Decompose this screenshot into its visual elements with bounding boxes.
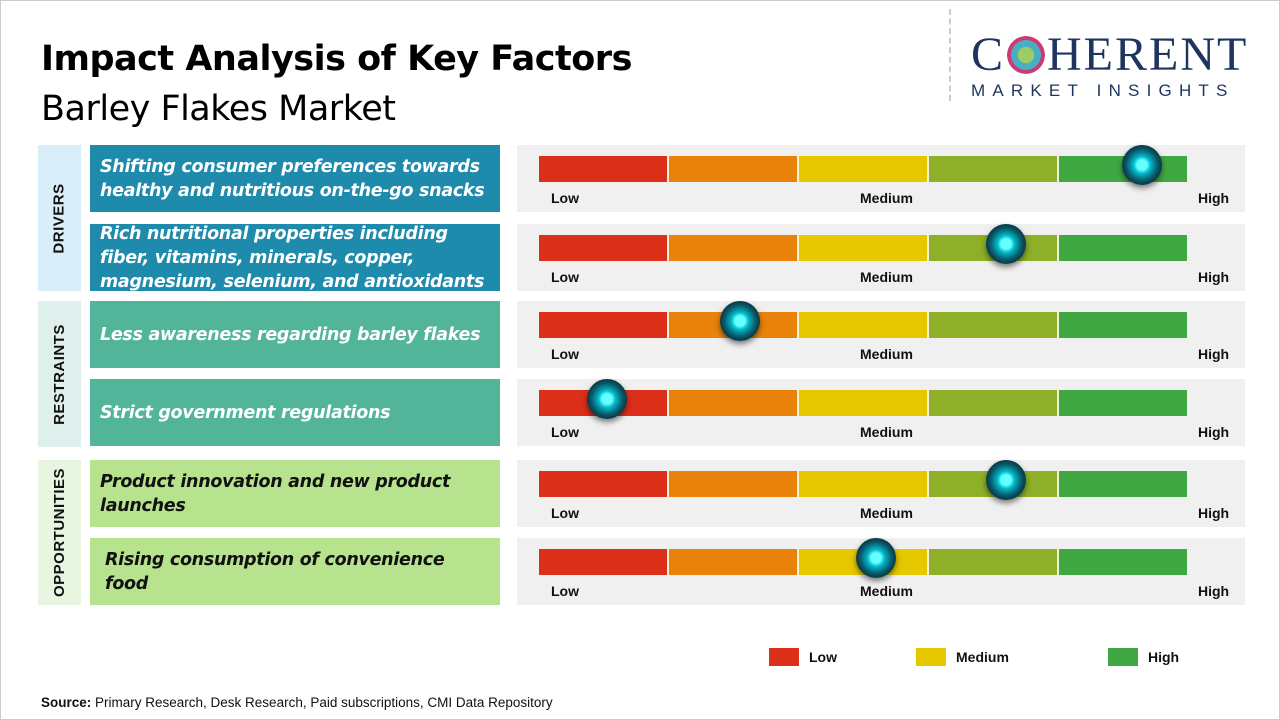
- impact-gauge: Low Medium High: [517, 301, 1245, 368]
- scale-label-high: High: [1198, 269, 1230, 285]
- impact-gauge: Low Medium High: [517, 145, 1245, 212]
- legend-high: High: [1108, 648, 1179, 666]
- category-label: DRIVERS: [51, 182, 68, 254]
- factor-text: Less awareness regarding barley flakes: [90, 301, 500, 368]
- page-title: Impact Analysis of Key Factors: [41, 39, 632, 79]
- impact-marker: [985, 224, 1026, 264]
- source-text: Primary Research, Desk Research, Paid su…: [91, 695, 553, 710]
- factor-text: Strict government regulations: [90, 379, 500, 446]
- impact-scale-bar: [539, 235, 1187, 261]
- legend-swatch-high: [1108, 648, 1138, 666]
- scale-segment: [539, 549, 669, 575]
- scale-label-medium: Medium: [860, 190, 913, 206]
- scale-segment: [669, 471, 799, 497]
- impact-marker: [985, 460, 1026, 500]
- scale-segment: [799, 156, 929, 182]
- scale-label-medium: Medium: [860, 583, 913, 599]
- scale-label-high: High: [1198, 190, 1230, 206]
- scale-label-high: High: [1198, 583, 1230, 599]
- scale-segment: [539, 235, 669, 261]
- factor-text: Shifting consumer preferences towards he…: [90, 145, 500, 212]
- impact-scale-bar: [539, 390, 1187, 416]
- scale-label-medium: Medium: [860, 346, 913, 362]
- impact-scale-bar: [539, 156, 1187, 182]
- scale-segment: [669, 235, 799, 261]
- scale-segment: [799, 312, 929, 338]
- scale-label-high: High: [1198, 424, 1230, 440]
- category-label: RESTRAINTS: [51, 323, 68, 425]
- category-opportunities: OPPORTUNITIES: [38, 460, 81, 605]
- impact-scale-bar: [539, 471, 1187, 497]
- impact-marker: [855, 538, 896, 578]
- impact-marker: [1121, 145, 1162, 185]
- impact-marker: [587, 379, 628, 419]
- impact-gauge: Low Medium High: [517, 379, 1245, 446]
- scale-segment: [1059, 549, 1187, 575]
- scale-segment: [669, 549, 799, 575]
- scale-label-low: Low: [551, 346, 579, 362]
- factor-text: Rising consumption of convenience food: [90, 538, 500, 605]
- legend-swatch-low: [769, 648, 799, 666]
- scale-label-high: High: [1198, 505, 1230, 521]
- impact-scale-bar: [539, 312, 1187, 338]
- scale-segment: [669, 390, 799, 416]
- impact-gauge: Low Medium High: [517, 460, 1245, 527]
- legend-label: High: [1148, 649, 1180, 665]
- scale-segment: [929, 312, 1059, 338]
- factor-text: Product innovation and new product launc…: [90, 460, 500, 527]
- impact-gauge: Low Medium High: [517, 538, 1245, 605]
- scale-segment: [1059, 235, 1187, 261]
- scale-segment: [929, 549, 1059, 575]
- page-subtitle: Barley Flakes Market: [41, 89, 396, 129]
- scale-segment: [539, 156, 669, 182]
- category-drivers: DRIVERS: [38, 145, 81, 291]
- factor-text: Rich nutritional properties including fi…: [90, 224, 500, 292]
- globe-icon: [1007, 36, 1046, 74]
- impact-gauge: Low Medium High: [517, 224, 1245, 291]
- scale-segment: [539, 471, 669, 497]
- scale-label-low: Low: [551, 583, 579, 599]
- logo: C HERENT MARKET INSIGHTS: [971, 31, 1261, 101]
- category-label: OPPORTUNITIES: [51, 467, 69, 598]
- impact-marker: [719, 301, 760, 341]
- legend-label: Medium: [956, 649, 1009, 665]
- legend-medium: Medium: [916, 648, 1009, 666]
- scale-segment: [929, 156, 1059, 182]
- legend-swatch-medium: [916, 648, 946, 666]
- legend-low: Low: [769, 648, 837, 666]
- scale-segment: [799, 471, 929, 497]
- logo-letter: C: [971, 28, 1006, 81]
- scale-label-low: Low: [551, 424, 579, 440]
- category-restraints: RESTRAINTS: [38, 301, 81, 447]
- legend-label: Low: [809, 649, 837, 665]
- scale-label-low: Low: [551, 190, 579, 206]
- scale-segment: [669, 156, 799, 182]
- scale-segment: [1059, 471, 1187, 497]
- scale-label-low: Low: [551, 505, 579, 521]
- scale-segment: [799, 235, 929, 261]
- scale-segment: [1059, 390, 1187, 416]
- scale-segment: [539, 312, 669, 338]
- scale-segment: [1059, 312, 1187, 338]
- scale-segment: [929, 390, 1059, 416]
- scale-segment: [799, 390, 929, 416]
- scale-label-high: High: [1198, 346, 1230, 362]
- scale-label-medium: Medium: [860, 269, 913, 285]
- logo-text: HERENT: [1047, 28, 1249, 81]
- logo-subtext: MARKET INSIGHTS: [971, 81, 1235, 100]
- scale-label-low: Low: [551, 269, 579, 285]
- source-label: Source:: [41, 695, 92, 710]
- scale-label-medium: Medium: [860, 505, 913, 521]
- source-note: Source: Primary Research, Desk Research,…: [41, 695, 553, 710]
- scale-label-medium: Medium: [860, 424, 913, 440]
- divider: [949, 9, 951, 101]
